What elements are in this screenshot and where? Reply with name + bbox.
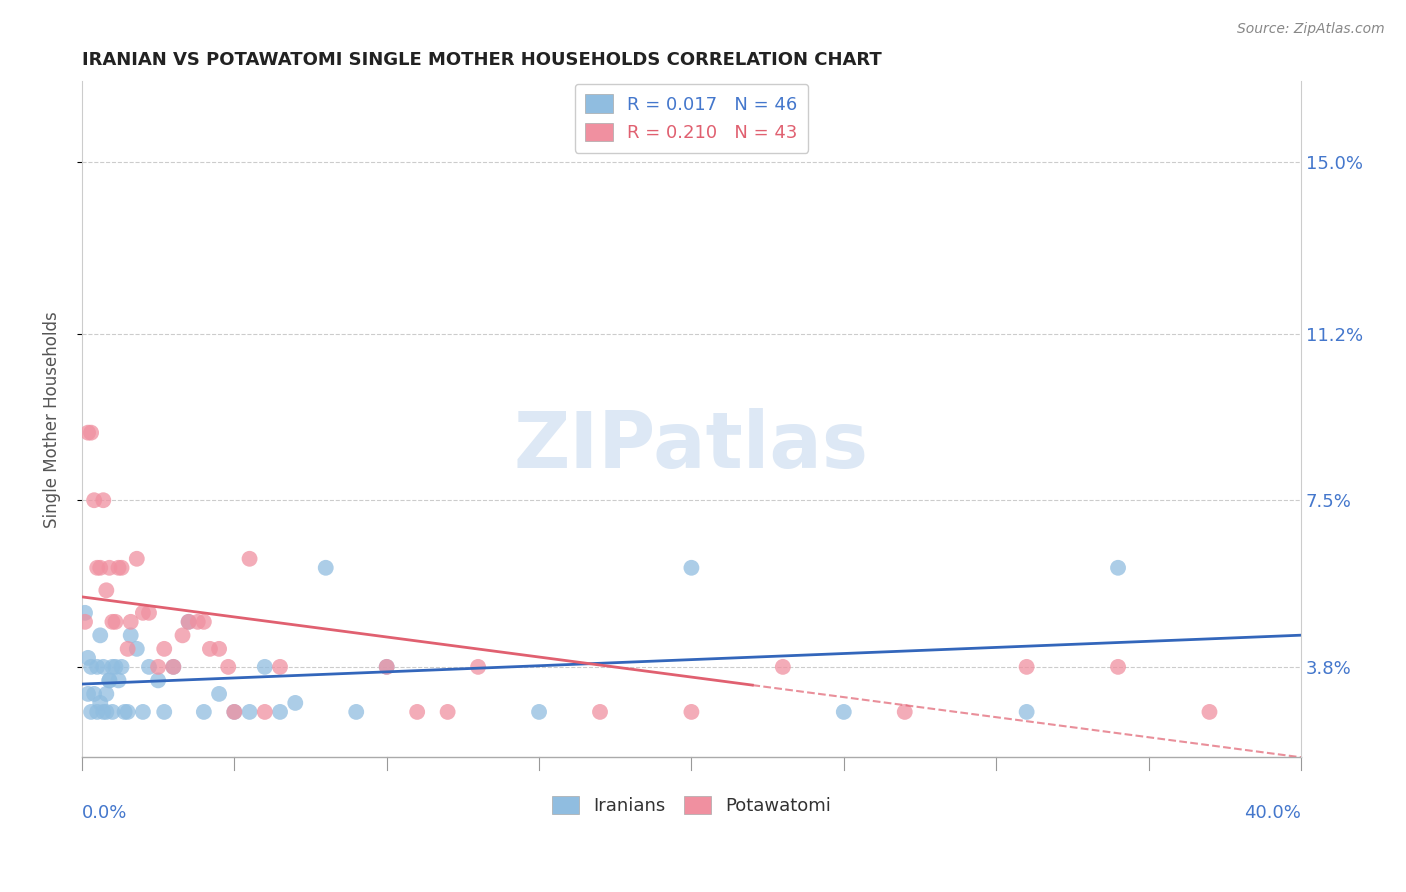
Point <box>772 660 794 674</box>
Point <box>224 705 246 719</box>
Point <box>120 628 142 642</box>
Point <box>193 615 215 629</box>
Point <box>132 705 155 719</box>
Point <box>153 705 176 719</box>
Point <box>98 673 121 688</box>
Point <box>177 615 200 629</box>
Point <box>375 660 398 674</box>
Point <box>269 705 291 719</box>
Point <box>436 705 458 719</box>
Point <box>238 551 260 566</box>
Point <box>187 615 209 629</box>
Text: 40.0%: 40.0% <box>1244 805 1301 822</box>
Point <box>253 660 276 674</box>
Point <box>832 705 855 719</box>
Point <box>125 551 148 566</box>
Point <box>162 660 184 674</box>
Point <box>893 705 915 719</box>
Point <box>253 705 276 719</box>
Point <box>284 696 307 710</box>
Point <box>117 641 139 656</box>
Point <box>120 615 142 629</box>
Point <box>101 660 124 674</box>
Point <box>104 660 127 674</box>
Point <box>80 425 103 440</box>
Point <box>101 705 124 719</box>
Point <box>110 660 132 674</box>
Text: ZIPatlas: ZIPatlas <box>515 409 869 484</box>
Point <box>96 583 118 598</box>
Point <box>162 660 184 674</box>
Point <box>86 561 108 575</box>
Point <box>86 660 108 674</box>
Point <box>467 660 489 674</box>
Point <box>269 660 291 674</box>
Legend: Iranians, Potawatomi: Iranians, Potawatomi <box>544 789 838 822</box>
Point <box>172 628 194 642</box>
Point <box>146 660 169 674</box>
Point <box>589 705 612 719</box>
Point <box>83 687 105 701</box>
Point <box>114 705 136 719</box>
Point <box>96 687 118 701</box>
Point <box>91 705 114 719</box>
Point <box>1107 561 1129 575</box>
Point <box>91 660 114 674</box>
Point <box>89 696 111 710</box>
Point <box>153 641 176 656</box>
Point <box>107 673 129 688</box>
Point <box>86 705 108 719</box>
Text: Source: ZipAtlas.com: Source: ZipAtlas.com <box>1237 22 1385 37</box>
Y-axis label: Single Mother Households: Single Mother Households <box>44 310 60 527</box>
Point <box>146 673 169 688</box>
Point <box>138 660 160 674</box>
Point <box>80 705 103 719</box>
Text: 0.0%: 0.0% <box>82 805 128 822</box>
Point <box>238 705 260 719</box>
Point <box>208 641 231 656</box>
Point <box>77 651 100 665</box>
Point <box>406 705 429 719</box>
Point <box>98 561 121 575</box>
Point <box>177 615 200 629</box>
Point <box>315 561 337 575</box>
Point <box>91 493 114 508</box>
Point <box>104 615 127 629</box>
Point <box>101 615 124 629</box>
Point <box>98 673 121 688</box>
Point <box>224 705 246 719</box>
Point <box>80 660 103 674</box>
Point <box>107 561 129 575</box>
Point <box>208 687 231 701</box>
Point <box>89 561 111 575</box>
Point <box>138 606 160 620</box>
Point <box>77 425 100 440</box>
Point <box>83 493 105 508</box>
Point <box>527 705 550 719</box>
Point <box>73 606 96 620</box>
Point <box>73 615 96 629</box>
Point <box>77 687 100 701</box>
Point <box>375 660 398 674</box>
Point <box>117 705 139 719</box>
Point <box>198 641 221 656</box>
Text: IRANIAN VS POTAWATOMI SINGLE MOTHER HOUSEHOLDS CORRELATION CHART: IRANIAN VS POTAWATOMI SINGLE MOTHER HOUS… <box>82 51 882 69</box>
Point <box>193 705 215 719</box>
Point <box>1015 660 1038 674</box>
Point <box>681 705 703 719</box>
Point <box>125 641 148 656</box>
Point <box>96 705 118 719</box>
Point <box>132 606 155 620</box>
Point <box>110 561 132 575</box>
Point <box>681 561 703 575</box>
Point <box>1015 705 1038 719</box>
Point <box>89 628 111 642</box>
Point <box>344 705 367 719</box>
Point <box>1107 660 1129 674</box>
Point <box>1198 705 1220 719</box>
Point <box>217 660 239 674</box>
